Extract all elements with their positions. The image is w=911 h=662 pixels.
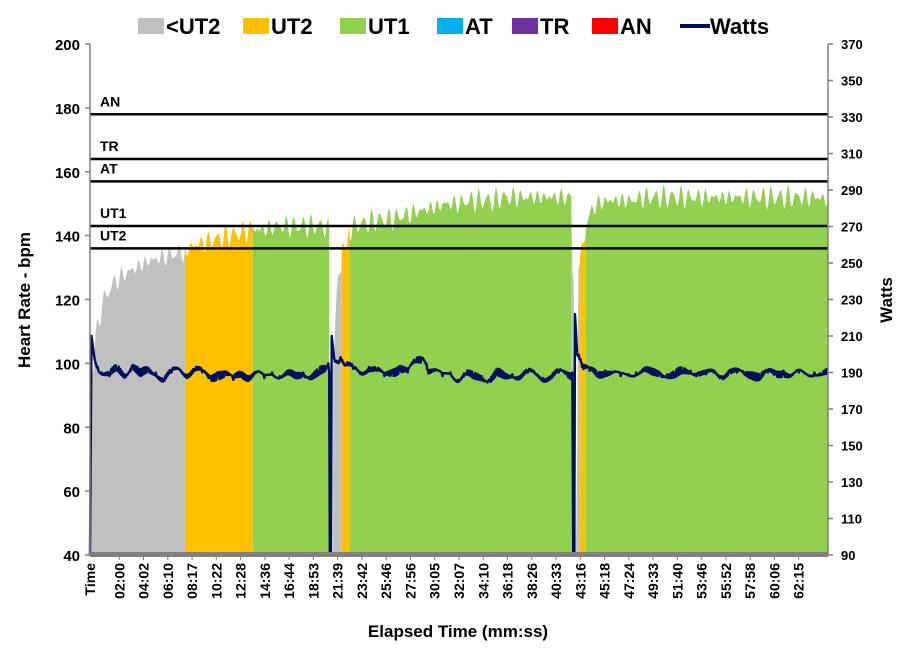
x-tick-label: 21:39 [330,563,346,599]
x-tick-label: 38:26 [524,563,540,599]
x-tick-label: 45:18 [597,563,613,599]
x-tick-label: 57:58 [742,563,758,599]
hr-zone-area-5 [349,186,572,555]
y2-tick-label: 170 [841,402,863,417]
x-tick-label: 53:46 [694,563,710,599]
legend-swatch-an [592,18,618,34]
x-tick-label: 08:17 [184,563,200,599]
x-axis-line [90,552,828,557]
y2-tick-label: 230 [841,293,863,308]
hr-zone-area-4 [341,226,350,555]
series-watts [88,312,829,557]
y2-tick-label: 250 [841,256,863,271]
y2-tick-label: 130 [841,475,863,490]
y2-tick-label: 370 [841,37,863,52]
x-tick-label: 06:10 [160,563,176,599]
legend-label: UT1 [368,14,410,39]
legend-swatch-tr [512,18,538,34]
y2-tick-label: 330 [841,110,863,125]
y2-tick-label: 270 [841,220,863,235]
y2-tick-label: 90 [841,548,855,563]
legend-swatch-ut1 [340,18,366,34]
x-tick-label: 10:22 [208,563,224,599]
y2-axis-title: Watts [877,277,896,323]
x-tick-label: 12:28 [233,563,249,599]
x-tick-label: 14:36 [257,563,273,599]
legend-swatch-ut2 [243,18,269,34]
legend-label: TR [540,14,569,39]
x-tick-label: 60:06 [766,563,782,599]
x-axis-title: Elapsed Time (mm:ss) [368,622,548,641]
legend-label: UT2 [271,14,313,39]
x-tick-label: 49:33 [645,563,661,599]
y-tick-label: 100 [55,356,80,373]
x-tick-label: 02:00 [111,563,127,599]
legend-label: AT [465,14,493,39]
x-tick-label: 18:53 [305,563,321,599]
x-tick-label: 51:40 [669,563,685,599]
zone-label-UT2: UT2 [100,227,127,243]
y-tick-label: 200 [55,37,80,54]
zone-label-UT1: UT1 [100,205,127,221]
x-tick-label: 30:05 [427,563,443,599]
axes: 40 60 80 100 120 140 160 180 200 90 110 130 150 170 19… [55,37,863,599]
x-tick-label: 32:07 [451,563,467,599]
hr-zone-area-3 [333,251,342,555]
y-tick-label: 120 [55,293,80,310]
y2-tick-label: 310 [841,147,863,162]
legend-label: AN [620,14,652,39]
y-tick-label: 160 [55,165,80,182]
x-tick-label: 34:10 [475,563,491,599]
legend-label: Watts [710,14,769,39]
y-axis-title: Heart Rate - bpm [15,232,34,368]
x-tick-label: 43:16 [572,563,588,599]
hr-zone-area-7 [580,226,586,555]
zone-label-AT: AT [100,160,118,176]
x-tick-label: 23:42 [354,563,370,599]
plot-area: AN TR AT UT1 UT2 [88,44,829,557]
x-tick-label: 27:56 [402,563,418,599]
legend-label: <UT2 [166,14,220,39]
y2-tick-label: 210 [841,329,863,344]
y2-tick-label: 110 [841,512,862,527]
x-tick-label: 04:02 [136,563,152,599]
x-tick-label: 40:33 [548,563,564,599]
legend: <UT2 UT2 UT1 AT TR AN Watts [138,14,769,39]
y2-tick-label: 290 [841,183,863,198]
y-tick-label: 140 [55,229,80,246]
hr-zone-area-1 [184,219,253,555]
x-tick-label: 55:52 [718,563,734,599]
y2-tick-label: 350 [841,74,863,89]
zone-label-TR: TR [100,138,119,154]
y2-tick-label: 190 [841,366,863,381]
y2-tick-label: 150 [841,439,863,454]
y-tick-label: 180 [55,101,80,118]
hr-zone-area-2 [252,213,330,555]
x-tick-label: 16:44 [281,563,297,599]
y-tick-label: 40 [63,548,80,565]
zone-label-AN: AN [100,93,120,109]
x-tick-label: 62:15 [791,563,807,599]
x-tick-label: Time [82,563,98,596]
y-tick-label: 60 [63,484,80,501]
legend-swatch-at [437,18,463,34]
y-tick-label: 80 [63,420,80,437]
x-tick-label: 47:24 [621,563,637,599]
x-tick-label: 36:18 [500,563,516,599]
x-tick-label: 25:46 [378,563,394,599]
hr-zone-area-0 [90,244,185,556]
legend-swatch-lt-ut2 [138,18,164,34]
